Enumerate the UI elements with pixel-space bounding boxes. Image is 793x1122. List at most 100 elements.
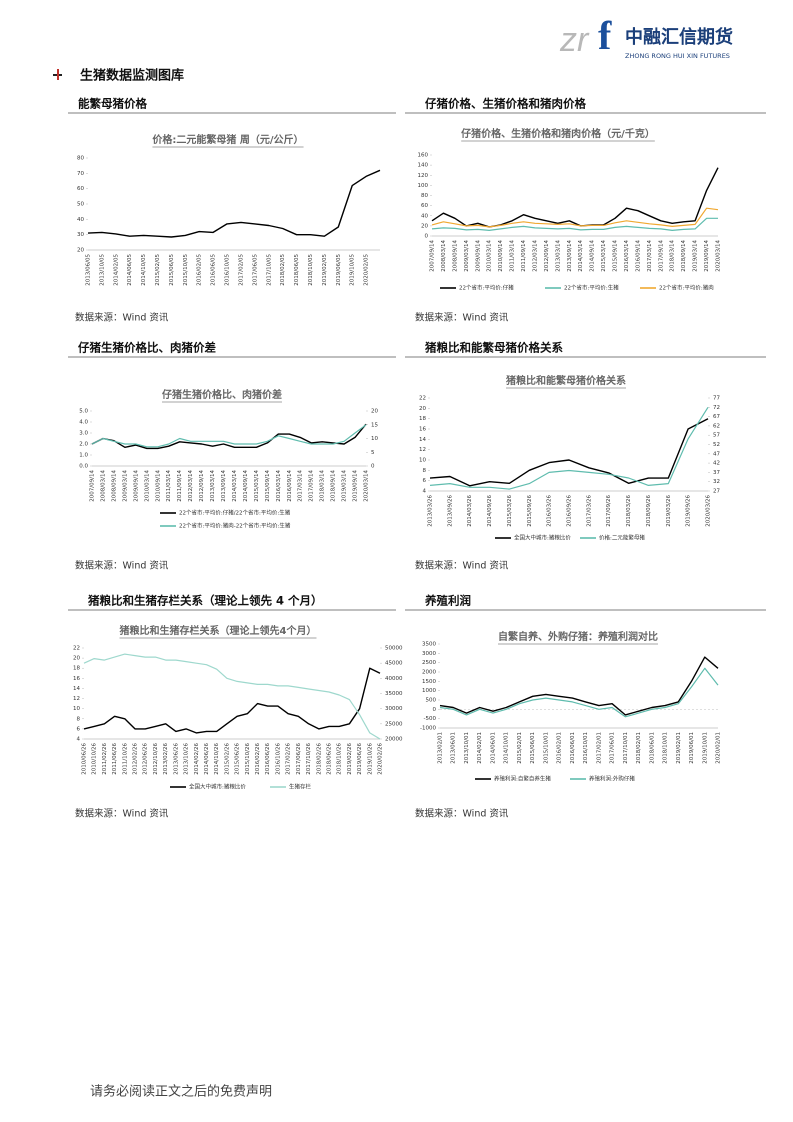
y-tick-label: 30 xyxy=(77,232,84,238)
y-tick-label: 20 xyxy=(421,223,428,229)
x-tick-label: 2010/10/26 xyxy=(92,743,98,775)
x-tick-label: 2010/09/14 xyxy=(155,470,161,502)
x-tick-label: 2017/02/26 xyxy=(286,743,292,775)
x-tick-label: 2016/02/01 xyxy=(557,732,563,764)
chart-title: 价格:二元能繁母猪 周（元/公斤） xyxy=(152,133,303,146)
legend-label: 价格:二元能繁母猪 xyxy=(599,534,645,542)
y2-tick-label: 32 xyxy=(713,479,720,485)
legend-label: 22个省市:平均价:猪肉-22个省市:平均价:生猪 xyxy=(179,522,291,530)
bullet-icon xyxy=(53,69,62,80)
x-tick-label: 2019/09/14 xyxy=(353,470,359,502)
x-tick-label: 2019/03/26 xyxy=(666,495,672,527)
y-tick-label: 0.0 xyxy=(79,464,88,470)
x-tick-label: 2013/10/26 xyxy=(184,743,190,775)
y2-tick-label: 0 xyxy=(371,464,375,470)
x-tick-label: 2018/02/26 xyxy=(316,743,322,775)
y-tick-label: 3.0 xyxy=(79,431,88,437)
legend-label: 22个省市:平均价:仔猪 xyxy=(459,284,514,292)
x-tick-label: 2019/06/05 xyxy=(336,254,342,286)
y-tick-label: 2000 xyxy=(422,670,436,676)
x-tick-label: 2020/03/26 xyxy=(706,495,712,527)
panel-heading: 猪粮比和能繁母猪价格关系 xyxy=(424,341,563,355)
company-name: 中融汇信期货 xyxy=(625,26,733,48)
y-tick-label: 22 xyxy=(419,396,426,402)
y-tick-label: 20 xyxy=(77,248,84,254)
x-tick-label: 2017/06/05 xyxy=(252,254,258,286)
x-tick-label: 2011/06/26 xyxy=(112,743,118,775)
x-tick-label: 2011/03/14 xyxy=(166,470,172,502)
series-line xyxy=(439,656,719,716)
x-tick-label: 2013/02/01 xyxy=(438,732,444,764)
x-tick-label: 2014/06/01 xyxy=(490,732,496,764)
y-tick-label: 6 xyxy=(77,726,81,732)
source-note: 数据来源：Wind 资讯 xyxy=(415,560,509,572)
chart-title: 猪粮比和能繁母猪价格关系 xyxy=(505,374,626,387)
source-note: 数据来源：Wind 资讯 xyxy=(75,312,169,324)
x-tick-label: 2016/06/01 xyxy=(570,732,576,764)
y-tick-label: -500 xyxy=(424,716,437,722)
series-line xyxy=(429,418,709,487)
x-tick-label: 2016/06/26 xyxy=(265,743,271,775)
y2-tick-label: 25000 xyxy=(385,721,403,727)
x-tick-label: 2015/06/01 xyxy=(530,732,536,764)
y-tick-label: 4.0 xyxy=(79,420,88,426)
y-tick-label: 140 xyxy=(418,163,429,169)
x-tick-label: 2016/02/26 xyxy=(255,743,261,775)
x-tick-label: 2013/02/26 xyxy=(163,743,169,775)
x-tick-label: 2018/03/26 xyxy=(626,495,632,527)
logo-mark: f xyxy=(598,13,612,58)
y-tick-label: 8 xyxy=(77,716,81,722)
x-tick-label: 2018/09/14 xyxy=(681,240,687,272)
chart: 猪粮比和生猪存栏关系（理论上领先4个月） 4 6 8 10 12 14 16 18 20 22 200… xyxy=(73,624,403,791)
x-tick-label: 2014/06/05 xyxy=(127,254,133,286)
y-tick-label: 3500 xyxy=(422,642,436,648)
x-tick-label: 2014/03/14 xyxy=(578,240,584,272)
x-tick-label: 2008/03/14 xyxy=(100,470,106,502)
y-tick-label: 1500 xyxy=(422,679,436,685)
panel-heading: 能繁母猪价格 xyxy=(78,97,147,111)
x-tick-label: 2019/06/26 xyxy=(357,743,363,775)
series-line xyxy=(431,167,719,228)
x-tick-label: 2011/03/14 xyxy=(510,240,516,272)
y-tick-label: 500 xyxy=(426,698,437,704)
x-tick-label: 2017/03/14 xyxy=(647,240,653,272)
x-tick-label: 2012/02/26 xyxy=(133,743,139,775)
y-tick-label: 50 xyxy=(77,202,84,208)
x-tick-label: 2020/02/05 xyxy=(364,254,370,286)
x-tick-label: 2016/06/05 xyxy=(211,254,217,286)
y2-tick-label: 10 xyxy=(371,436,378,442)
y-tick-label: 2500 xyxy=(422,660,436,666)
x-tick-label: 2015/02/05 xyxy=(155,254,161,286)
x-tick-label: 2008/09/14 xyxy=(452,240,458,272)
y2-tick-label: 35000 xyxy=(385,691,403,697)
y-tick-label: -1000 xyxy=(420,726,436,732)
y2-tick-label: 27 xyxy=(713,489,720,495)
x-tick-label: 2017/02/01 xyxy=(596,732,602,764)
x-tick-label: 2013/03/14 xyxy=(210,470,216,502)
x-tick-label: 2008/03/14 xyxy=(441,240,447,272)
x-tick-label: 2018/06/01 xyxy=(649,732,655,764)
legend-label: 养殖利润:自繁自养生猪 xyxy=(494,775,551,783)
x-tick-label: 2018/02/05 xyxy=(280,254,286,286)
x-tick-label: 2019/10/01 xyxy=(702,732,708,764)
y2-tick-label: 42 xyxy=(713,461,720,467)
x-tick-label: 2014/02/01 xyxy=(477,732,483,764)
x-tick-label: 2011/09/14 xyxy=(177,470,183,502)
x-tick-label: 2015/09/14 xyxy=(613,240,619,272)
y2-tick-label: 67 xyxy=(713,414,720,420)
x-tick-label: 2017/02/05 xyxy=(238,254,244,286)
y2-tick-label: 57 xyxy=(713,433,720,439)
x-tick-label: 2016/09/14 xyxy=(287,470,293,502)
y2-tick-label: 50000 xyxy=(385,646,403,652)
x-tick-label: 2012/03/14 xyxy=(188,470,194,502)
series-line xyxy=(431,217,718,231)
legend-label: 生猪存栏 xyxy=(289,783,312,791)
x-tick-label: 2018/09/14 xyxy=(331,470,337,502)
y2-tick-label: 52 xyxy=(713,442,720,448)
y-tick-label: 3000 xyxy=(422,651,436,657)
x-tick-label: 2016/09/26 xyxy=(567,495,573,527)
y-tick-label: 12 xyxy=(73,696,80,702)
x-tick-label: 2011/09/14 xyxy=(521,240,527,272)
x-tick-label: 2009/03/14 xyxy=(122,470,128,502)
x-tick-label: 2009/09/14 xyxy=(475,240,481,272)
